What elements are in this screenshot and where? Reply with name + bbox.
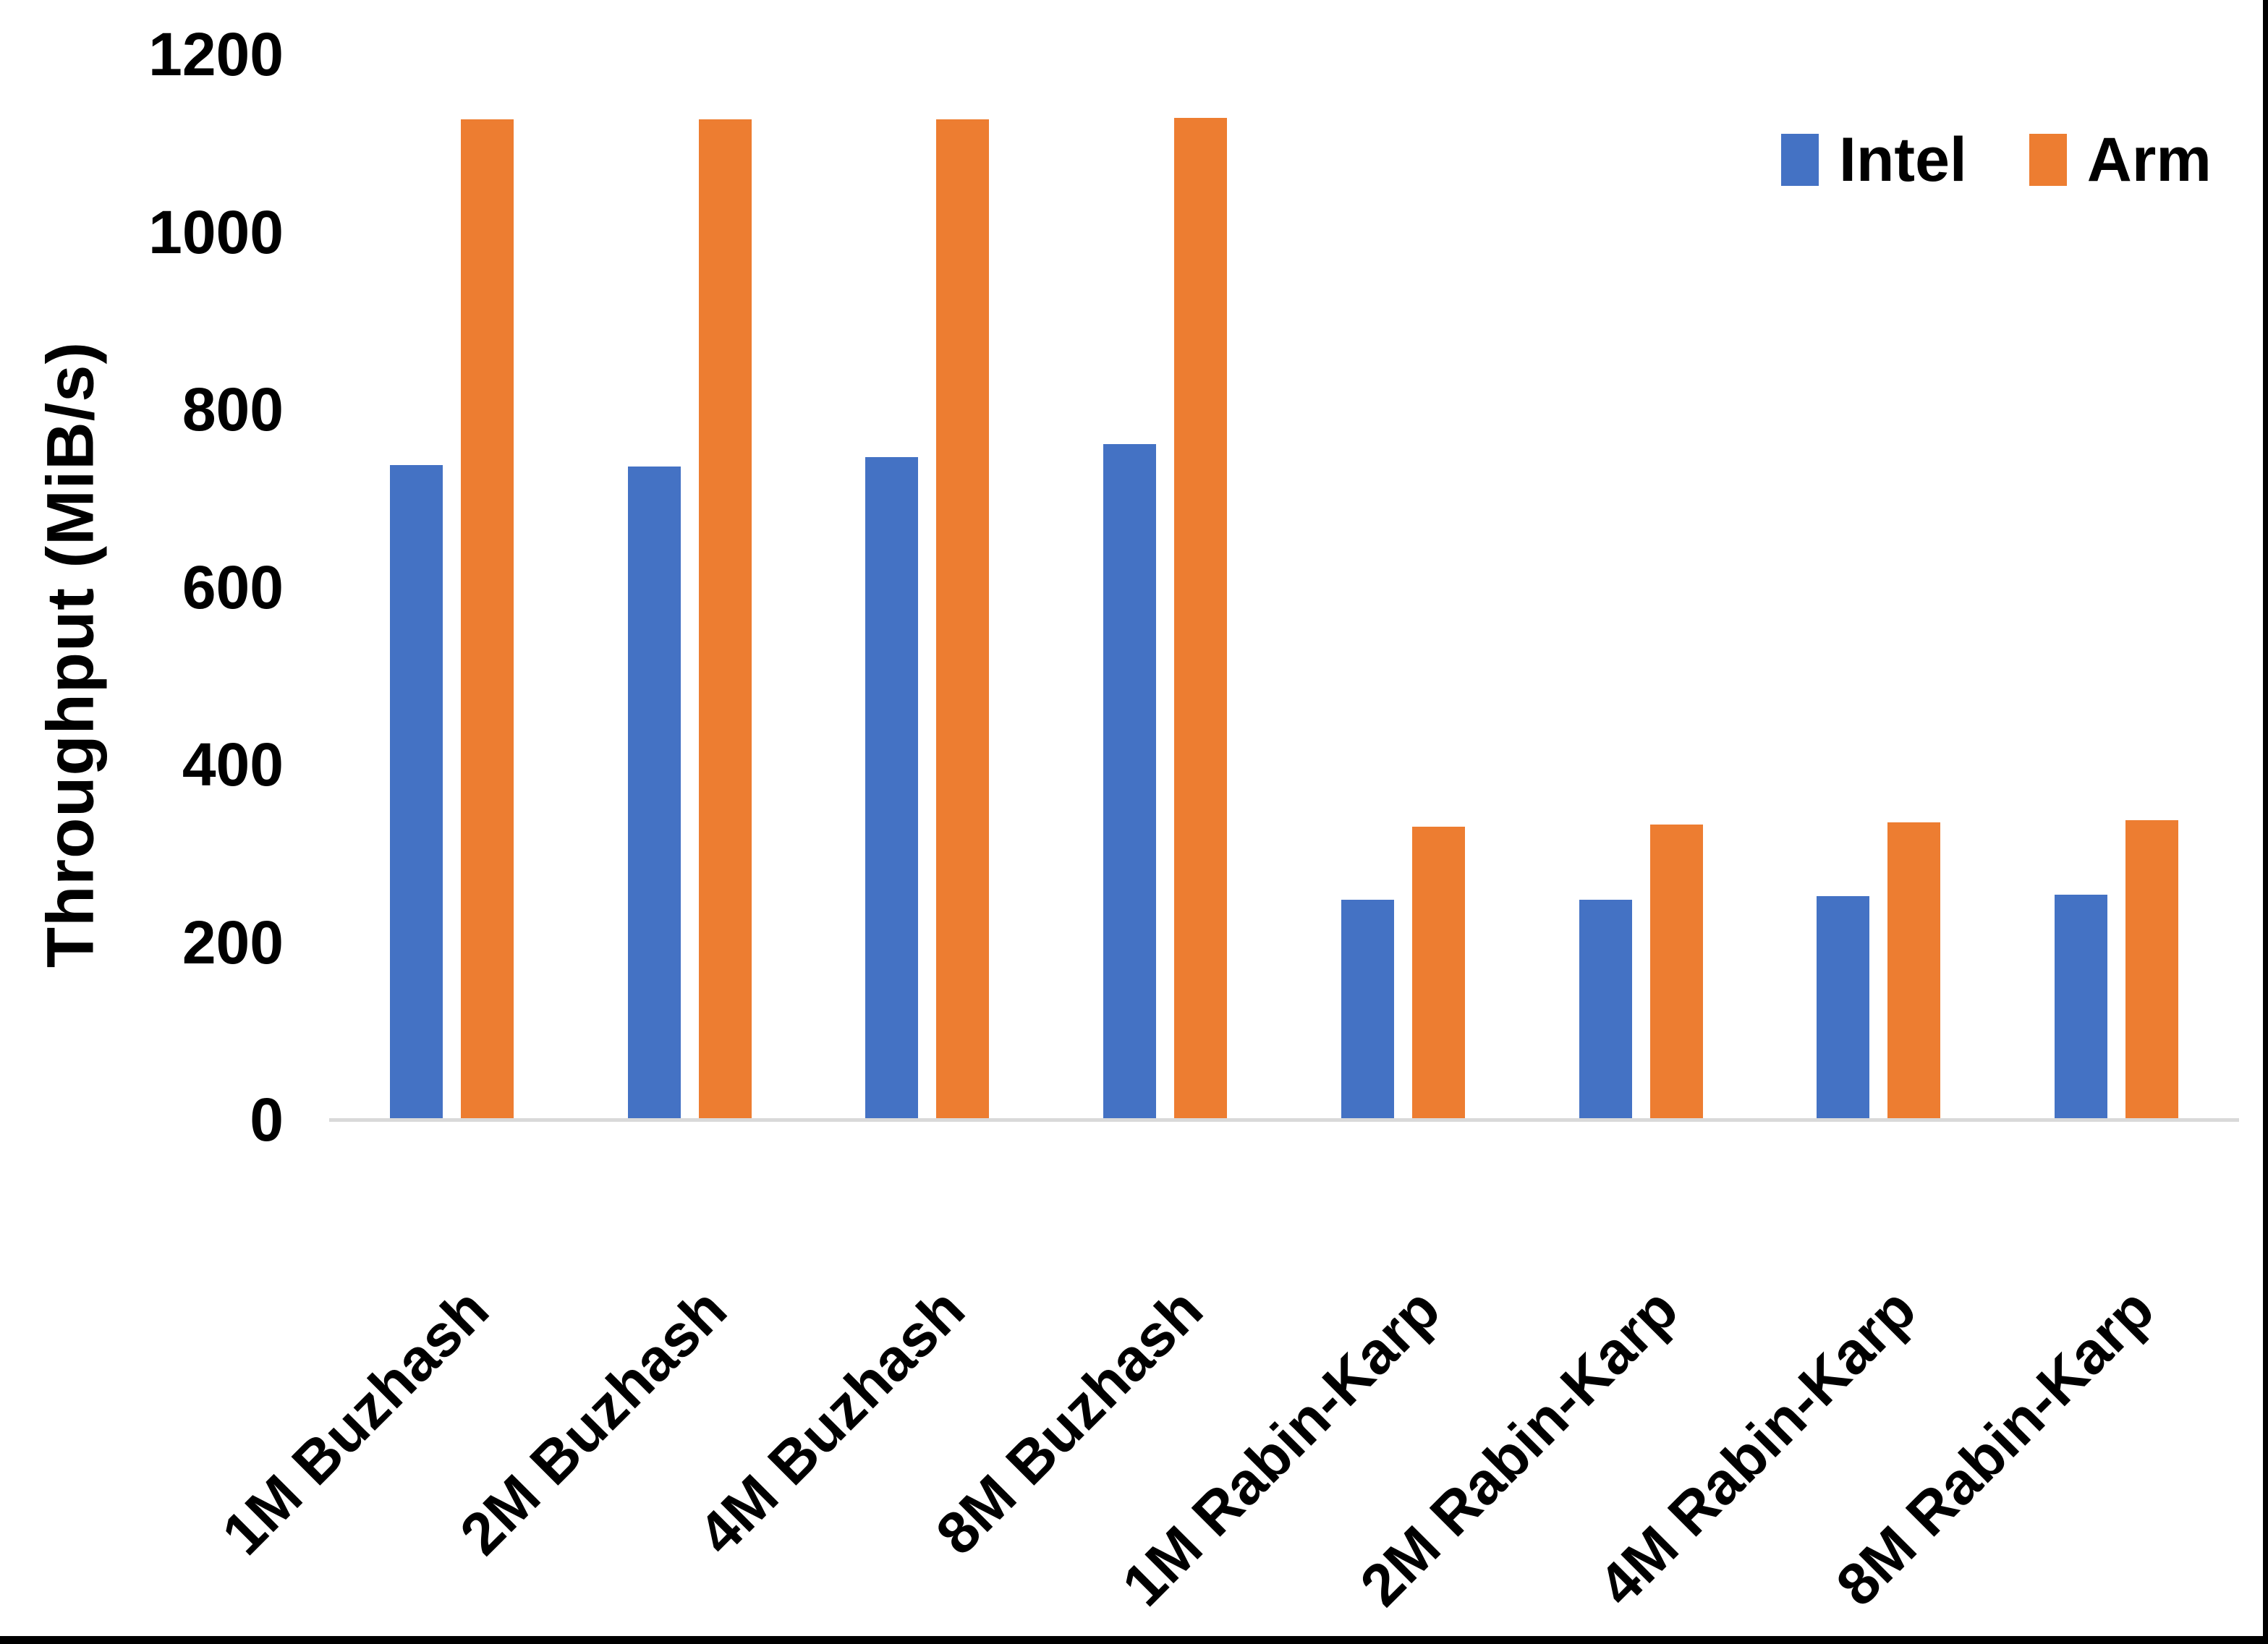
bar-arm-2m-rabin-karp: [1649, 825, 1703, 1120]
bar-intel-1m-rabin-karp: [1341, 899, 1394, 1120]
legend-label-arm: Arm: [2086, 125, 2212, 195]
y-tick-label-1200: 1200: [148, 20, 284, 88]
bar-intel-1m-buzhash: [389, 465, 443, 1120]
y-tick-label-600: 600: [182, 553, 284, 621]
bar-arm-1m-buzhash: [460, 119, 514, 1120]
y-tick-label-0: 0: [250, 1086, 284, 1154]
bar-intel-4m-rabin-karp: [1817, 895, 1870, 1120]
y-tick-label-800: 800: [182, 375, 284, 443]
screenshot-bottom-edge: [0, 1636, 2268, 1644]
bar-intel-4m-buzhash: [865, 457, 919, 1120]
y-tick-label-200: 200: [182, 908, 284, 976]
bar-arm-4m-rabin-karp: [1887, 822, 1941, 1120]
bar-intel-8m-buzhash: [1103, 443, 1157, 1120]
bar-intel-2m-rabin-karp: [1579, 899, 1632, 1120]
bar-intel-8m-rabin-karp: [2055, 895, 2108, 1120]
bar-arm-8m-rabin-karp: [2125, 820, 2179, 1120]
legend-label-intel: Intel: [1839, 125, 1967, 195]
bar-arm-2m-buzhash: [698, 119, 752, 1120]
bar-arm-8m-buzhash: [1174, 118, 1228, 1120]
legend-item-intel: Intel: [1781, 129, 1967, 191]
legend-item-arm: Arm: [2029, 129, 2212, 191]
bar-intel-2m-buzhash: [627, 466, 681, 1120]
bar-arm-1m-rabin-karp: [1411, 826, 1465, 1120]
legend-swatch-arm: [2029, 134, 2067, 186]
legend: Intel Arm: [1781, 129, 2212, 191]
x-axis-line: [329, 1118, 2239, 1122]
bar-arm-4m-buzhash: [936, 119, 990, 1120]
y-tick-label-400: 400: [182, 731, 284, 798]
y-tick-label-1000: 1000: [148, 197, 284, 266]
legend-swatch-intel: [1781, 134, 1819, 186]
screenshot-right-edge: [2263, 0, 2268, 1644]
